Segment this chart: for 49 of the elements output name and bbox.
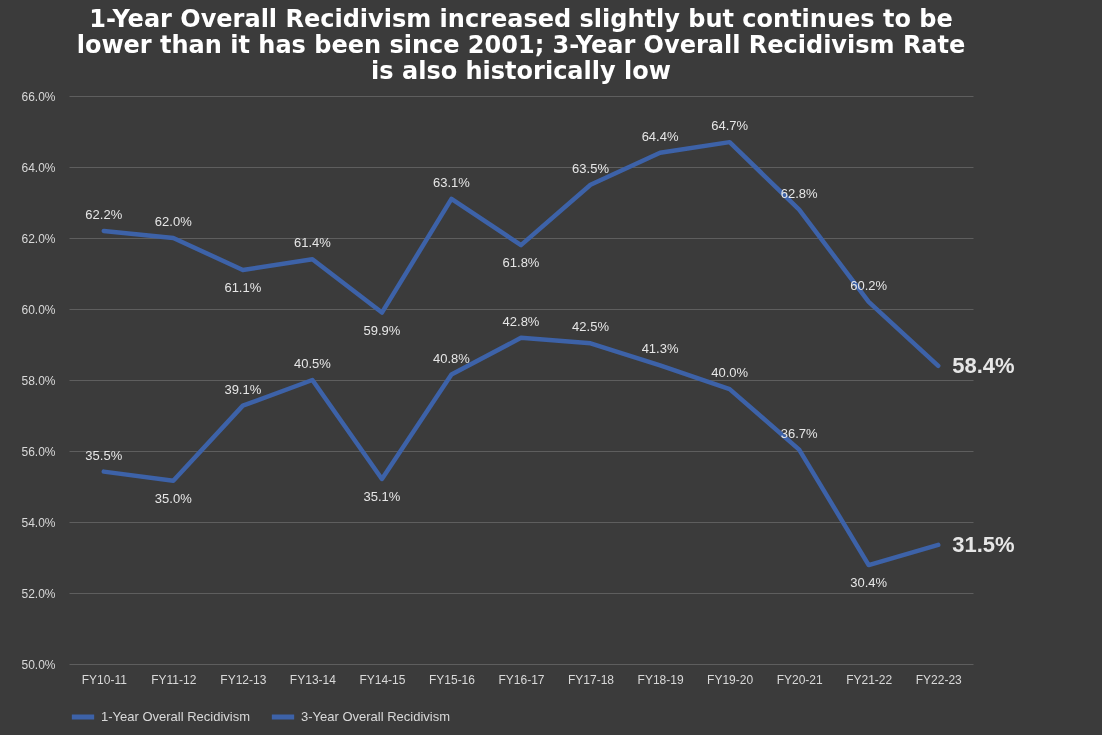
data-label: 35.5% <box>85 447 123 463</box>
x-tick-label: FY16-17 <box>498 672 545 687</box>
legend-label: 1-Year Overall Recidivism <box>101 709 251 724</box>
x-tick-label: FY11-12 <box>151 672 197 687</box>
data-label: 30.4% <box>850 575 888 591</box>
data-label: 62.0% <box>154 214 193 229</box>
x-tick-label: FY19-20 <box>707 672 754 687</box>
data-label: 61.1% <box>224 279 262 295</box>
x-tick-label: FY21-22 <box>846 672 893 687</box>
data-label: 40.0% <box>711 365 749 381</box>
x-tick-label: FY10-11 <box>81 672 128 687</box>
x-tick-label: FY20-21 <box>776 672 823 687</box>
y-tick-label: 56.0% <box>21 444 56 459</box>
data-label: 41.3% <box>641 341 679 357</box>
data-label: 64.7% <box>711 118 749 134</box>
data-label: 61.8% <box>502 255 540 271</box>
data-label: 31.5% <box>952 531 1015 557</box>
data-label: 36.7% <box>780 425 819 441</box>
data-label: 35.0% <box>154 490 193 506</box>
chart-title: 1-Year Overall Recidivism increased slightly but continues to be lower than it has been since 2001; 3-Year Overall Recidivism Rate is also historically low <box>76 5 966 85</box>
data-label: 35.1% <box>363 488 401 504</box>
y-tick-label: 50.0% <box>21 657 56 672</box>
data-label: 58.4% <box>952 352 1015 378</box>
data-label: 61.4% <box>293 235 332 251</box>
y-tick-label: 66.0% <box>21 89 56 104</box>
data-label: 39.1% <box>224 381 262 397</box>
y-tick-label: 60.0% <box>21 302 56 317</box>
data-label: 63.5% <box>572 160 610 176</box>
y-tick-label: 52.0% <box>21 586 56 601</box>
x-tick-label: FY12-13 <box>220 672 267 687</box>
y-tick-label: 64.0% <box>21 160 56 175</box>
data-label: 40.5% <box>293 356 332 371</box>
data-label: 59.9% <box>363 322 401 338</box>
y-tick-label: 54.0% <box>21 515 56 530</box>
data-label: 42.8% <box>502 313 540 329</box>
data-label: 63.1% <box>433 174 471 190</box>
y-tick-label: 58.0% <box>21 373 56 388</box>
x-tick-label: FY18-19 <box>637 672 684 687</box>
x-tick-label: FY22-23 <box>915 672 963 687</box>
y-tick-label: 62.0% <box>21 231 56 246</box>
data-label: 40.8% <box>433 350 471 366</box>
legend-label: 3-Year Overall Recidivism <box>301 709 451 724</box>
data-label: 62.2% <box>85 206 123 222</box>
x-tick-label: FY15-16 <box>428 672 476 687</box>
x-tick-label: FY14-15 <box>359 672 406 687</box>
x-tick-label: FY17-18 <box>568 672 615 687</box>
x-tick-label: FY13-14 <box>289 672 337 687</box>
data-label: 42.5% <box>572 319 610 335</box>
data-label: 64.4% <box>641 128 679 144</box>
